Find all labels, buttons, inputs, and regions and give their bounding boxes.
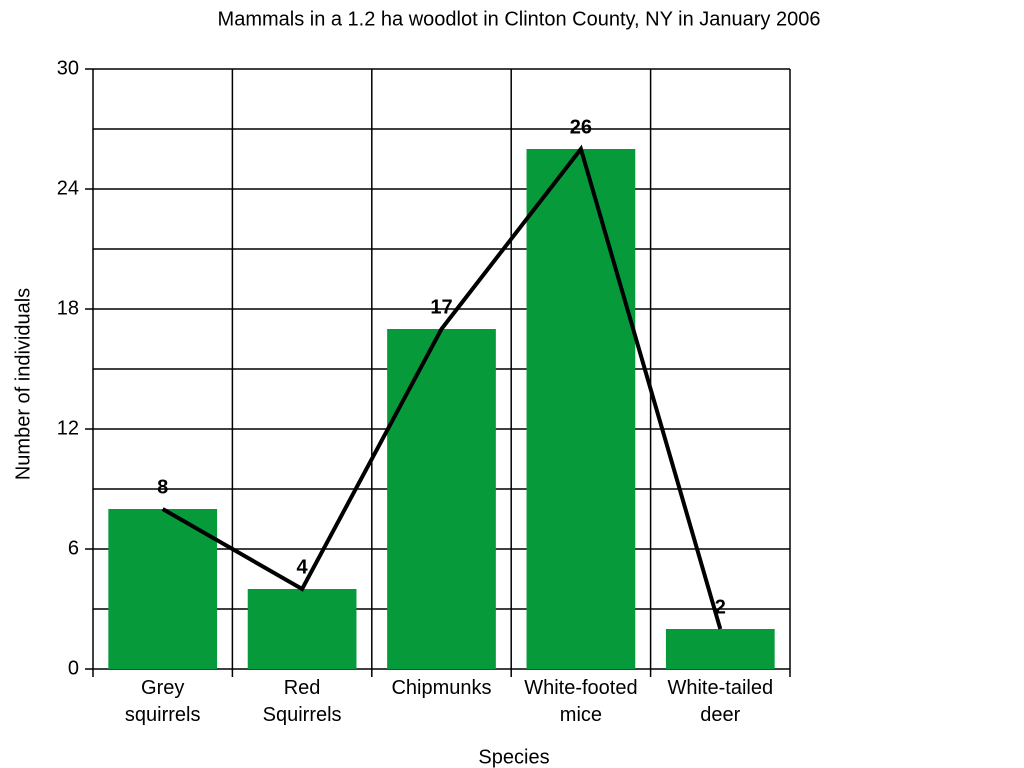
bar [108, 509, 218, 669]
line [161, 144, 723, 630]
x-tick-label-line: squirrels [125, 704, 201, 726]
x-tick-label-line: mice [560, 704, 602, 726]
bar [247, 589, 357, 669]
bar [387, 329, 496, 669]
x-axis-label: Species [478, 746, 549, 768]
data-label: 2 [715, 596, 726, 618]
data-label: 26 [570, 116, 592, 138]
chart-title: Mammals in a 1.2 ha woodlot in Clinton C… [218, 8, 821, 30]
y-tick-label: 24 [57, 177, 79, 199]
y-tick-label: 0 [68, 657, 79, 679]
data-label: 8 [157, 476, 168, 498]
y-tick-label: 18 [57, 297, 79, 319]
x-tick-label-line: Red [284, 677, 321, 699]
x-tick-label-line: White-tailed [667, 677, 773, 699]
x-tick-label-line: White-footed [524, 677, 637, 699]
bar [665, 629, 775, 669]
x-tick-label-line: deer [700, 704, 740, 726]
x-tick-label: Red Squirrels [263, 677, 342, 726]
x-tick-label-line: Chipmunks [391, 677, 491, 699]
x-tick-label: Grey squirrels [125, 677, 201, 726]
x-tick-label: White-footed mice [524, 677, 637, 726]
x-tick-label: Chipmunks [391, 677, 491, 699]
y-tick-label: 30 [57, 57, 79, 79]
x-tick-label-line: Grey [141, 677, 184, 699]
y-tick-label: 12 [57, 417, 79, 439]
y-tick-label: 6 [68, 537, 79, 559]
data-label: 17 [430, 296, 452, 318]
y-axis-label: Number of individuals [12, 288, 34, 480]
data-label: 4 [297, 556, 309, 578]
x-tick-label: White-tailed deer [667, 677, 773, 726]
x-tick-label-line: Squirrels [263, 704, 342, 726]
bar [526, 149, 636, 669]
